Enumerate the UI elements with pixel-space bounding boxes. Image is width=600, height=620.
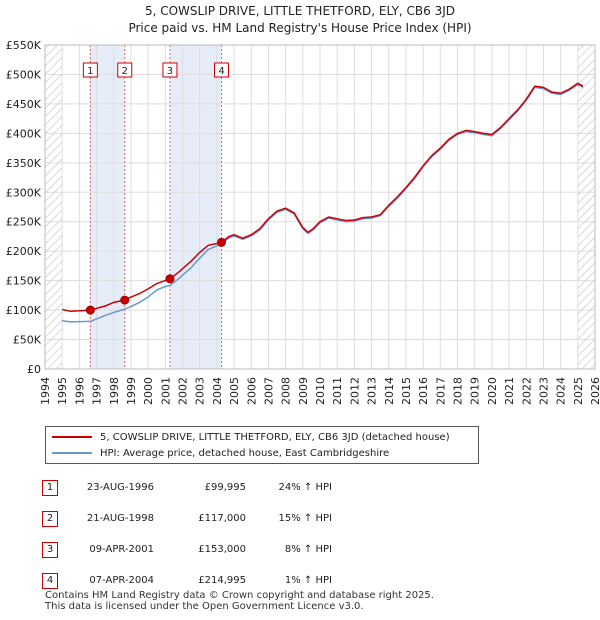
x-tick-label: 2022 — [520, 377, 533, 405]
sale-date: 07-APR-2004 — [89, 575, 154, 586]
y-tick-label: £50K — [13, 334, 42, 347]
sale-date: 21-AUG-1998 — [86, 513, 154, 524]
x-tick-label: 2024 — [555, 377, 568, 405]
sale-marker-label: 4 — [218, 66, 224, 77]
x-tick-label: 2014 — [383, 377, 396, 405]
legend-hpi-swatch — [52, 452, 92, 454]
x-tick-label: 2000 — [142, 377, 155, 405]
x-tick-label: 2010 — [314, 377, 327, 405]
sale-point — [120, 295, 130, 305]
x-tick-label: 2011 — [331, 377, 344, 405]
sale-hpi-change: 8% ↑ HPI — [284, 544, 332, 555]
sale-marker-label: 2 — [122, 66, 128, 77]
property-price-line — [62, 82, 584, 313]
footer-copyright: Contains HM Land Registry data © Crown c… — [45, 590, 434, 601]
table-row: 2 21-AUG-1998 £117,000 15% ↑ HPI — [42, 503, 332, 534]
chart-title-line1: 5, COWSLIP DRIVE, LITTLE THETFORD, ELY, … — [144, 4, 456, 18]
sale-price: £99,995 — [204, 482, 246, 493]
x-tick-label: 2005 — [228, 377, 241, 405]
sale-marker-label: 3 — [167, 66, 173, 77]
sale-badge: 1 — [42, 479, 58, 496]
sale-marker-box — [82, 62, 98, 78]
chart-legend: 5, COWSLIP DRIVE, LITTLE THETFORD, ELY, … — [45, 426, 479, 464]
sale-date: 23-AUG-1996 — [86, 482, 154, 493]
x-tick-label: 2026 — [589, 377, 600, 405]
x-tick-label: 2025 — [572, 377, 585, 405]
sale-price: £153,000 — [198, 544, 246, 555]
sale-price: £117,000 — [198, 513, 246, 524]
sale-marker-box — [117, 62, 133, 78]
sale-hpi-change: 15% ↑ HPI — [278, 513, 332, 524]
y-tick-label: £500K — [6, 68, 42, 81]
hatched-region — [577, 45, 595, 369]
sale-point — [165, 274, 175, 284]
y-tick-label: £150K — [6, 275, 42, 288]
x-tick-label: 2021 — [503, 377, 516, 405]
x-tick-label: 2019 — [469, 377, 482, 405]
hpi-line — [62, 83, 584, 323]
sale-point — [85, 305, 95, 315]
table-row: 3 09-APR-2001 £153,000 8% ↑ HPI — [42, 534, 332, 565]
x-tick-label: 2006 — [245, 377, 258, 405]
sale-price: £214,995 — [198, 575, 246, 586]
y-tick-label: £300K — [6, 186, 42, 199]
x-tick-label: 2012 — [348, 377, 361, 405]
x-tick-label: 1999 — [125, 377, 138, 405]
legend-property-swatch — [52, 436, 92, 438]
x-tick-label: 1994 — [39, 377, 52, 405]
sale-date: 09-APR-2001 — [89, 544, 154, 555]
sale-marker-box — [162, 62, 178, 78]
plot-frame — [44, 44, 596, 370]
sale-badge: 2 — [42, 510, 58, 527]
sale-marker-box — [214, 62, 230, 78]
x-tick-label: 2016 — [417, 377, 430, 405]
shaded-period — [169, 45, 222, 369]
legend-hpi-label: HPI: Average price, detached house, East… — [100, 447, 390, 459]
table-row: 4 07-APR-2004 £214,995 1% ↑ HPI — [42, 565, 332, 596]
x-tick-label: 1996 — [73, 377, 86, 405]
x-tick-label: 2020 — [486, 377, 499, 405]
x-tick-label: 2008 — [280, 377, 293, 405]
x-tick-label: 2002 — [177, 377, 190, 405]
y-tick-label: £0 — [27, 363, 41, 376]
x-tick-label: 1997 — [91, 377, 104, 405]
y-tick-label: £250K — [6, 216, 42, 229]
x-tick-label: 2009 — [297, 377, 310, 405]
legend-item-hpi: HPI: Average price, detached house, East… — [52, 445, 389, 461]
x-tick-label: 2004 — [211, 377, 224, 405]
sale-badge: 3 — [42, 541, 58, 558]
sale-badge: 4 — [42, 572, 58, 589]
price-chart: 1 2 3 4 £0 £50K £100K £150K £200K £250K £300K £350… — [6, 39, 600, 405]
x-tick-label: 1995 — [56, 377, 69, 405]
chart-title-line2: Price paid vs. HM Land Registry's House … — [128, 21, 472, 35]
x-tick-label: 2018 — [452, 377, 465, 405]
x-tick-label: 2013 — [366, 377, 379, 405]
legend-property-label: 5, COWSLIP DRIVE, LITTLE THETFORD, ELY, … — [100, 431, 450, 443]
table-row: 1 23-AUG-1996 £99,995 24% ↑ HPI — [42, 472, 332, 503]
footer-licence: This data is licensed under the Open Gov… — [45, 601, 364, 612]
sale-hpi-change: 24% ↑ HPI — [278, 482, 332, 493]
x-tick-label: 2007 — [262, 377, 275, 405]
sale-hpi-change: 1% ↑ HPI — [284, 575, 332, 586]
y-tick-label: £400K — [6, 127, 42, 140]
x-tick-label: 1998 — [108, 377, 121, 405]
x-tick-label: 2001 — [159, 377, 172, 405]
hatched-region — [45, 45, 63, 369]
x-tick-label: 2017 — [434, 377, 447, 405]
shaded-period — [90, 45, 125, 369]
y-tick-label: £100K — [6, 304, 42, 317]
legend-item-property: 5, COWSLIP DRIVE, LITTLE THETFORD, ELY, … — [52, 429, 450, 445]
x-tick-label: 2023 — [537, 377, 550, 405]
y-tick-label: £550K — [6, 39, 42, 52]
y-tick-label: £350K — [6, 157, 42, 170]
sale-point — [217, 237, 227, 247]
y-tick-label: £200K — [6, 245, 42, 258]
x-tick-label: 2003 — [194, 377, 207, 405]
sales-table: 1 23-AUG-1996 £99,995 24% ↑ HPI 2 21-AUG… — [42, 472, 332, 596]
x-tick-label: 2015 — [400, 377, 413, 405]
footer: Contains HM Land Registry data © Crown c… — [45, 590, 434, 612]
y-tick-label: £450K — [6, 98, 42, 111]
sale-marker-label: 1 — [87, 66, 93, 77]
